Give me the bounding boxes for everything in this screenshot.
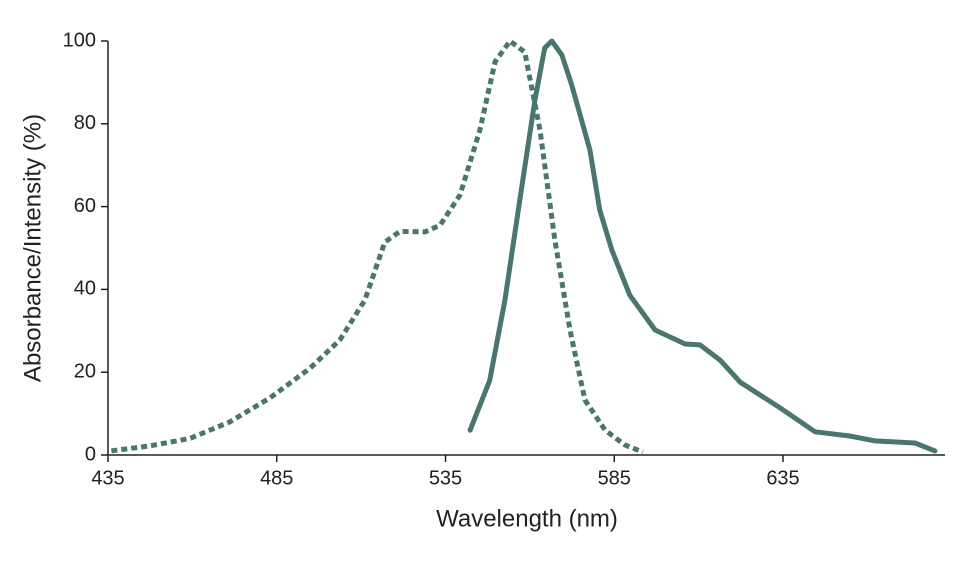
series-line: [467, 38, 938, 454]
x-axis-label: Wavelength (nm): [436, 505, 618, 532]
y-tick-label: 20: [74, 360, 96, 382]
y-tick-label: 0: [85, 443, 96, 465]
x-tick-label: 635: [766, 467, 799, 489]
series-line: [111, 38, 644, 455]
y-tick-label: 60: [74, 195, 96, 217]
x-tick-label: 535: [429, 467, 462, 489]
y-tick-label: 100: [63, 29, 96, 51]
y-tick-label: 80: [74, 112, 96, 134]
y-axis-label: Absorbance/Intensity (%): [19, 114, 46, 382]
y-tick-label: 40: [74, 278, 96, 300]
x-tick-label: 585: [598, 467, 631, 489]
x-tick-label: 485: [260, 467, 293, 489]
x-tick-label: 435: [91, 467, 124, 489]
